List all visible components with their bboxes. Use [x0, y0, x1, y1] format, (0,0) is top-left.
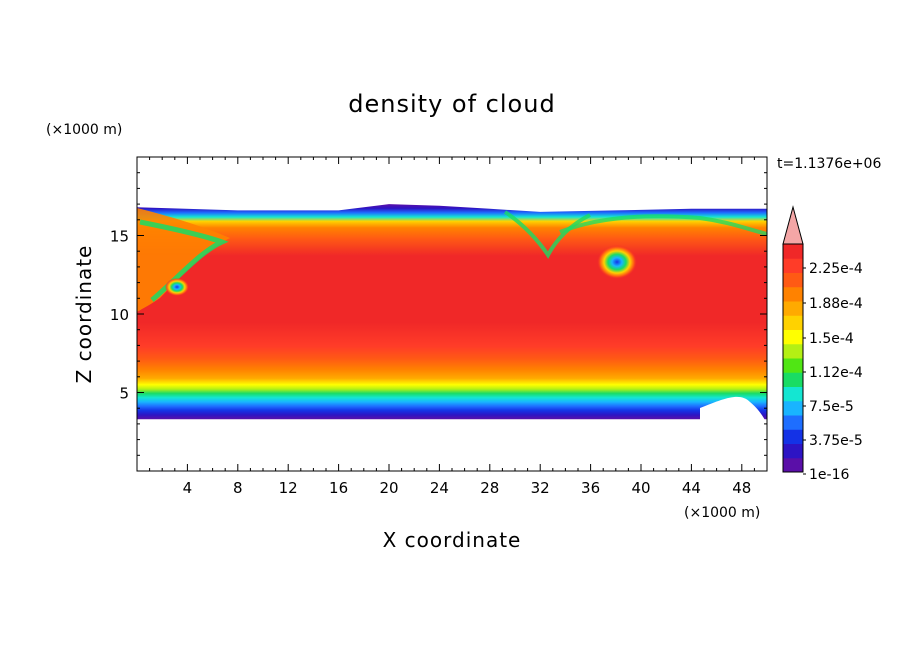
x-tick-label: 12	[279, 479, 298, 497]
x-axis-label: X coordinate	[383, 528, 522, 552]
x-tick-label: 32	[531, 479, 550, 497]
x-ticks: 4 8 12 16 20 24 28 32 36 40 44 48	[149, 157, 755, 497]
colorbar-swatch	[783, 301, 803, 316]
x-unit-label: (×1000 m)	[684, 505, 760, 521]
colorbar-label: 1.5e-4	[809, 331, 854, 347]
x-tick-label: 24	[430, 479, 449, 497]
colorbar-swatch	[783, 457, 803, 473]
cusp-edge	[503, 210, 591, 259]
cloud-field	[137, 204, 767, 420]
plot-area	[137, 204, 767, 471]
colorbar-swatch	[783, 244, 803, 259]
colorbar-swatch	[783, 315, 803, 330]
colorbar-swatch	[783, 329, 803, 345]
colorbar-label: 1.88e-4	[809, 296, 863, 312]
colorbar-swatch	[783, 386, 803, 402]
y-axis-label: Z coordinate	[72, 245, 96, 384]
colorbar-label: 3.75e-5	[809, 433, 863, 449]
colorbar-swatch	[783, 258, 803, 273]
x-tick-label: 20	[379, 479, 398, 497]
y-tick-label: 10	[110, 306, 129, 324]
chart-title: density of cloud	[348, 90, 555, 118]
y-tick-label: 15	[110, 228, 129, 246]
left-cloud-edge	[137, 208, 230, 312]
left-vortex	[165, 278, 189, 296]
x-tick-label: 36	[581, 479, 600, 497]
colorbar-swatch	[783, 272, 803, 288]
x-tick-label: 16	[329, 479, 348, 497]
right-upper-edge	[559, 214, 767, 236]
colorbar-label: 1e-16	[809, 467, 849, 483]
colorbar-label: 1.12e-4	[809, 365, 863, 381]
x-tick-label: 44	[682, 479, 701, 497]
y-unit-label: (×1000 m)	[46, 122, 122, 138]
colorbar-swatch	[783, 343, 803, 359]
colorbar-swatch	[783, 286, 803, 302]
x-tick-label: 8	[233, 479, 243, 497]
y-ticks: 5 10 15	[110, 172, 767, 456]
colorbar-overflow-triangle	[782, 205, 804, 245]
time-label: t=1.1376e+06	[777, 156, 881, 172]
colorbar: 2.25e-4 1.88e-4 1.5e-4 1.12e-4 7.5e-5 3.75e-5…	[782, 205, 863, 483]
colorbar-swatch	[783, 429, 803, 444]
x-tick-label: 4	[183, 479, 193, 497]
colorbar-swatch	[783, 443, 803, 459]
lower-right-edge	[700, 396, 767, 471]
colorbar-swatch	[783, 400, 803, 416]
colorbar-swatch	[783, 358, 803, 373]
colorbar-swatch	[783, 372, 803, 387]
right-vortex	[597, 245, 637, 279]
colorbar-label: 7.5e-5	[809, 399, 854, 415]
y-tick-label: 5	[119, 385, 129, 403]
colorbar-label: 2.25e-4	[809, 261, 863, 277]
colorbar-swatch	[783, 415, 803, 430]
x-tick-label: 48	[732, 479, 751, 497]
x-tick-label: 28	[480, 479, 499, 497]
x-tick-label: 40	[631, 479, 650, 497]
